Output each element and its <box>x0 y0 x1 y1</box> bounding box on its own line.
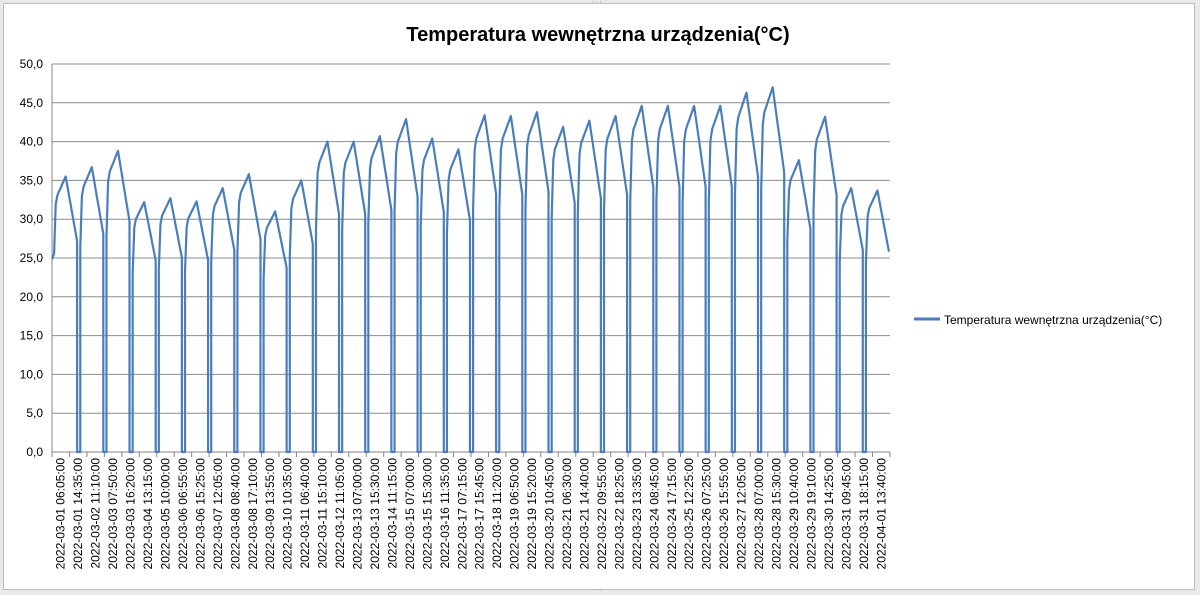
y-tick-label: 20,0 <box>20 290 44 304</box>
x-tick-label: 2022-03-13 15:30:00 <box>368 458 382 570</box>
x-tick-label: 2022-03-23 13:35:00 <box>630 458 644 570</box>
chart-title: Temperatura wewnętrzna urządzenia(°C) <box>406 24 789 46</box>
x-tick-label: 2022-03-10 10:35:00 <box>281 458 295 570</box>
x-tick-label: 2022-03-31 09:45:00 <box>839 458 853 570</box>
resize-handle-bottom[interactable]: ··· <box>592 586 603 595</box>
y-tick-label: 25,0 <box>20 251 44 265</box>
legend: Temperatura wewnętrzna urządzenia(°C) <box>914 313 1162 327</box>
x-tick-label: 2022-03-31 18:15:00 <box>857 458 871 570</box>
x-tick-label: 2022-03-02 11:10:00 <box>89 458 103 569</box>
x-tick-label: 2022-03-29 10:40:00 <box>787 458 801 570</box>
x-tick-label: 2022-03-22 18:25:00 <box>612 458 626 570</box>
x-tick-label: 2022-03-15 07:00:00 <box>403 458 417 570</box>
x-tick-label: 2022-04-01 13:40:00 <box>874 458 888 570</box>
x-tick-label: 2022-03-01 14:35:00 <box>71 458 85 570</box>
x-tick-label: 2022-03-12 11:05:00 <box>333 458 347 569</box>
x-tick-label: 2022-03-01 06:05:00 <box>54 458 68 570</box>
x-tick-label: 2022-03-15 15:30:00 <box>420 458 434 570</box>
y-tick-label: 30,0 <box>20 212 44 226</box>
y-tick-label: 15,0 <box>20 329 44 343</box>
x-tick-label: 2022-03-25 12:25:00 <box>682 458 696 570</box>
y-tick-label: 10,0 <box>20 367 44 381</box>
x-tick-label: 2022-03-20 10:45:00 <box>543 458 557 570</box>
x-tick-label: 2022-03-29 19:10:00 <box>804 458 818 570</box>
x-tick-label: 2022-03-24 08:45:00 <box>647 458 661 570</box>
y-axis-ticks: 0,0 5,0 10,0 15,0 20,0 25,0 30,0 35,0 40,0 45,0 50… <box>20 57 44 459</box>
x-tick-label: 2022-03-17 15:45:00 <box>473 458 487 570</box>
x-tick-label: 2022-03-19 15:20:00 <box>525 458 539 570</box>
x-tick-label: 2022-03-11 15:10:00 <box>316 458 330 569</box>
x-tick-label: 2022-03-03 07:50:00 <box>106 458 120 570</box>
y-tick-label: 50,0 <box>20 57 44 71</box>
x-tick-label: 2022-03-04 13:15:00 <box>141 458 155 570</box>
series-line <box>50 86 891 454</box>
x-tick-label: 2022-03-18 11:20:00 <box>490 458 504 569</box>
x-tick-label: 2022-03-22 09:55:00 <box>595 458 609 570</box>
y-tick-label: 0,0 <box>26 445 43 459</box>
x-axis-ticks: 2022-03-01 06:05:00 2022-03-01 14:35:00 20… <box>51 452 891 570</box>
x-tick-label: 2022-03-26 15:55:00 <box>717 458 731 570</box>
x-tick-label: 2022-03-21 14:40:00 <box>577 458 591 570</box>
x-tick-label: 2022-03-28 07:00:00 <box>752 458 766 570</box>
y-tick-label: 35,0 <box>20 173 44 187</box>
resize-handle-top[interactable]: ··· <box>592 0 603 7</box>
y-tick-label: 40,0 <box>20 135 44 149</box>
x-tick-label: 2022-03-06 06:55:00 <box>176 458 190 570</box>
x-tick-label: 2022-03-03 16:20:00 <box>124 458 138 570</box>
x-tick-label: 2022-03-27 12:05:00 <box>735 458 749 570</box>
x-tick-label: 2022-03-19 06:50:00 <box>508 458 522 570</box>
x-tick-label: 2022-03-11 06:40:00 <box>298 458 312 569</box>
x-tick-label: 2022-03-08 08:40:00 <box>228 458 242 570</box>
x-tick-label: 2022-03-09 13:55:00 <box>263 458 277 570</box>
series-group <box>50 86 891 454</box>
x-tick-label: 2022-03-24 17:15:00 <box>665 458 679 570</box>
x-tick-label: 2022-03-05 10:00:00 <box>158 458 172 570</box>
y-tick-label: 45,0 <box>20 96 44 110</box>
x-tick-label: 2022-03-26 07:25:00 <box>700 458 714 570</box>
x-tick-label: 2022-03-06 15:25:00 <box>193 458 207 570</box>
x-tick-label: 2022-03-21 06:30:00 <box>560 458 574 570</box>
x-tick-label: 2022-03-16 11:35:00 <box>438 458 452 569</box>
x-tick-label: 2022-03-28 15:30:00 <box>770 458 784 570</box>
x-tick-label: 2022-03-17 07:15:00 <box>455 458 469 570</box>
x-tick-label: 2022-03-08 17:10:00 <box>246 458 260 570</box>
y-tick-label: 5,0 <box>26 406 43 420</box>
x-tick-label: 2022-03-07 12:05:00 <box>211 458 225 570</box>
legend-label: Temperatura wewnętrzna urządzenia(°C) <box>944 313 1162 327</box>
x-tick-label: 2022-03-30 14:25:00 <box>822 458 836 570</box>
x-tick-label: 2022-03-13 07:00:00 <box>351 458 365 570</box>
x-tick-label: 2022-03-14 11:15:00 <box>385 458 399 569</box>
